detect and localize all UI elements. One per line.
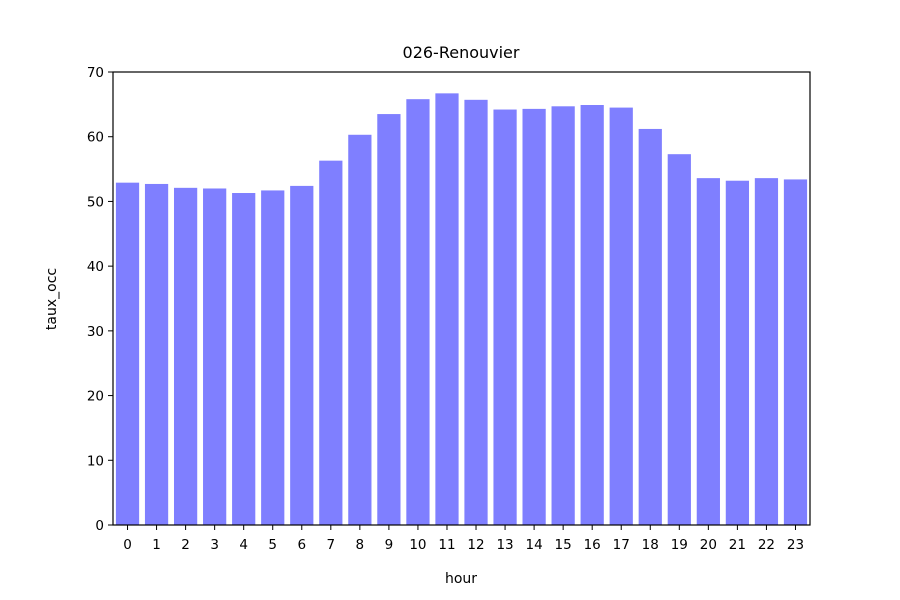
x-tick-label: 5: [268, 537, 277, 553]
x-tick-label: 17: [613, 537, 630, 553]
x-tick-label: 14: [526, 537, 543, 553]
bar-hour-22: [754, 178, 779, 526]
plot-frame: [112, 71, 811, 526]
bar-hour-19: [667, 154, 691, 526]
bar-hour-4: [232, 193, 256, 525]
y-tick-label: 20: [87, 389, 104, 405]
bar-hour-5: [261, 190, 285, 526]
y-axis-label: taux_occ: [44, 268, 60, 330]
bar-hour-17: [609, 107, 633, 525]
bar-hour-2: [173, 187, 198, 526]
bar-hour-14: [522, 108, 546, 525]
x-tick-label: 11: [438, 537, 455, 553]
x-tick-label: 8: [356, 537, 365, 553]
x-tick-label: 13: [496, 537, 513, 553]
x-tick-label: 22: [758, 537, 775, 553]
x-tick-label: 10: [409, 537, 426, 553]
y-tick-label: 30: [87, 324, 104, 340]
bar-hour-6: [290, 185, 314, 525]
bar-hour-12: [464, 99, 488, 525]
bar-hour-3: [203, 188, 227, 525]
y-tick-label: 60: [87, 130, 104, 146]
bar-hour-1: [144, 183, 169, 525]
chart-title: 026-Renouvier: [403, 43, 520, 62]
bar-hour-0: [115, 182, 140, 525]
bar-hour-15: [551, 106, 575, 525]
x-tick-label: 21: [729, 537, 746, 553]
bar-series: [115, 93, 808, 526]
y-tick-label: 40: [87, 259, 104, 275]
x-tick-label: 0: [123, 537, 132, 553]
bar-hour-8: [348, 134, 372, 525]
y-axis-ticks: 0 10 20 30 40 50 60 70: [87, 65, 113, 534]
y-tick-label: 70: [87, 65, 104, 81]
x-axis-ticks: 0 1 2 3 4 5 6 7 8 9 10 11 12 13 14 15 16 17 18 19 20 21 22 23: [123, 525, 804, 553]
x-tick-label: 9: [385, 537, 394, 553]
x-tick-label: 20: [700, 537, 717, 553]
bar-hour-13: [493, 109, 517, 525]
bar-hour-20: [696, 178, 720, 526]
y-tick-label: 10: [87, 453, 104, 469]
x-tick-label: 4: [239, 537, 248, 553]
x-tick-label: 3: [210, 537, 219, 553]
bar-hour-7: [319, 160, 343, 525]
bar-hour-10: [406, 99, 430, 526]
x-tick-label: 16: [584, 537, 601, 553]
bar-hour-18: [638, 128, 662, 525]
x-tick-label: 1: [152, 537, 161, 553]
bar-hour-21: [725, 180, 750, 525]
x-tick-label: 6: [297, 537, 306, 553]
x-tick-label: 12: [467, 537, 484, 553]
x-axis-label: hour: [445, 571, 477, 587]
x-tick-label: 2: [181, 537, 190, 553]
bar-hour-9: [377, 114, 401, 526]
y-tick-label: 50: [87, 194, 104, 210]
x-tick-label: 15: [555, 537, 572, 553]
bar-hour-23: [783, 179, 808, 525]
x-tick-label: 23: [787, 537, 804, 553]
bar-hour-11: [435, 93, 459, 525]
x-tick-label: 18: [642, 537, 659, 553]
y-tick-label: 0: [95, 518, 104, 534]
bar-hour-16: [580, 105, 604, 526]
x-tick-label: 7: [327, 537, 336, 553]
x-tick-label: 19: [671, 537, 688, 553]
